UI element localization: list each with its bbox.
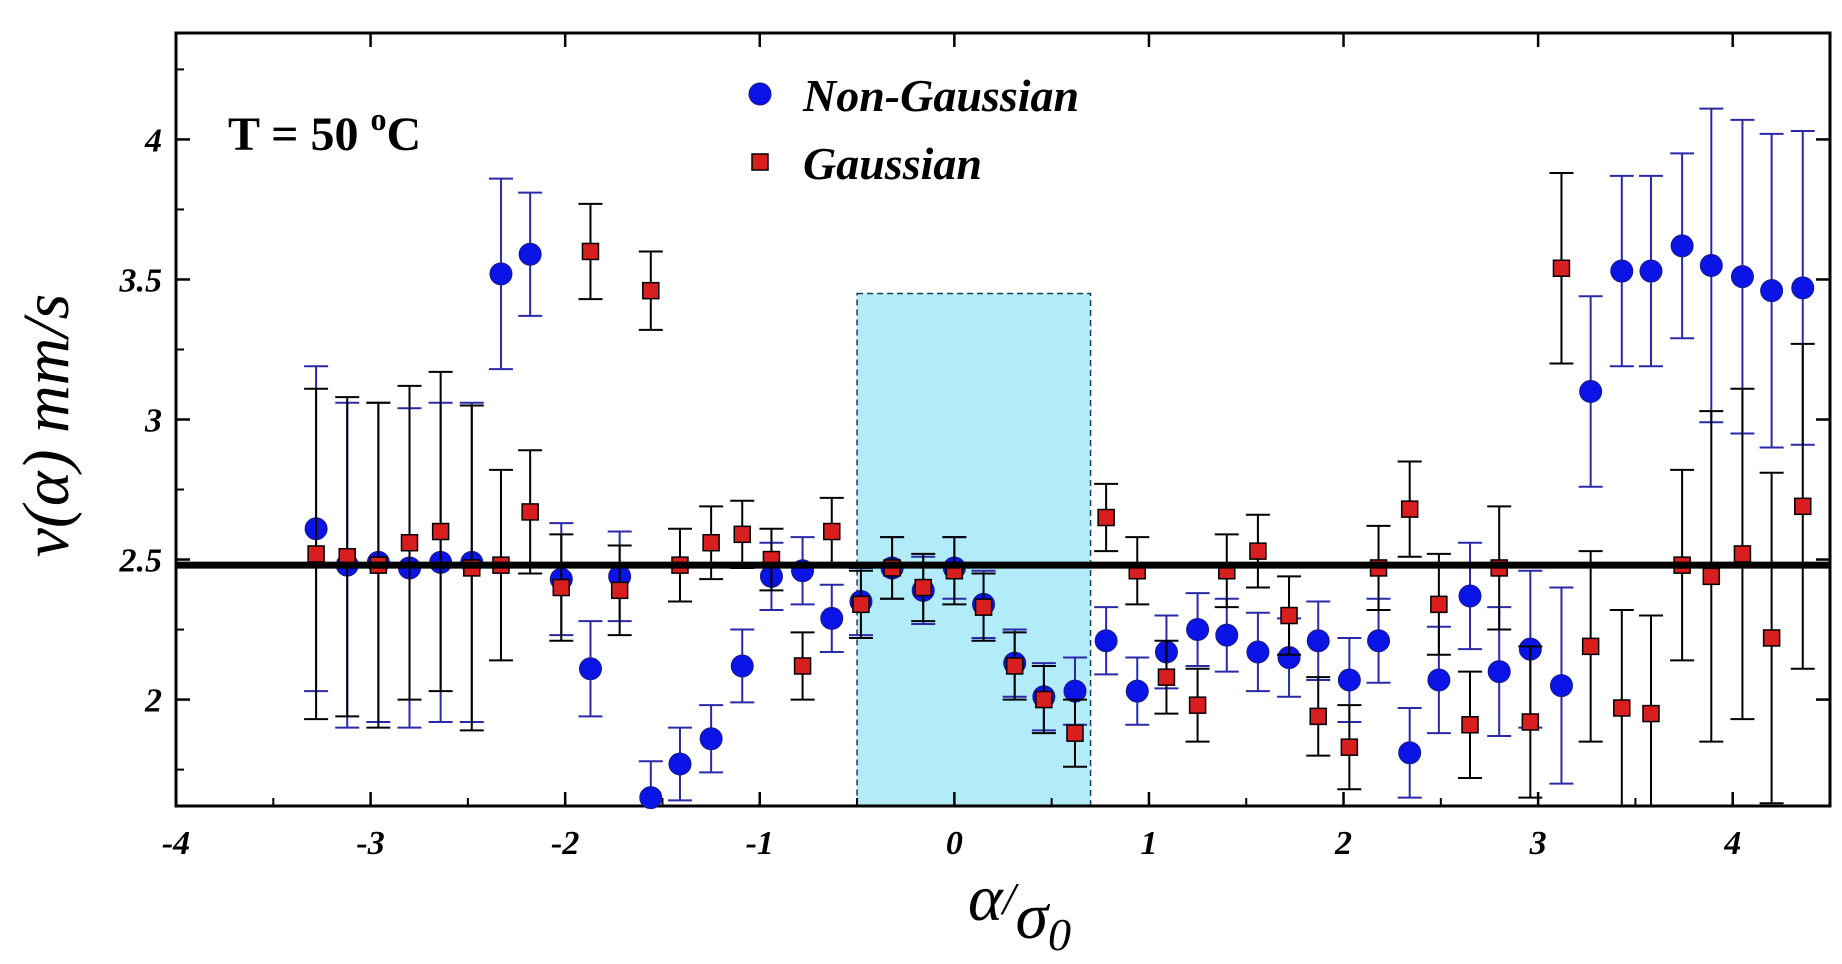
x-axis-label-slash: / xyxy=(1000,873,1020,924)
legend-marker-gaussian xyxy=(751,153,769,171)
data-point-non-gaussian xyxy=(1398,741,1422,765)
data-point-non-gaussian xyxy=(1458,584,1482,608)
data-point-gaussian xyxy=(1762,629,1781,647)
data-point-gaussian xyxy=(823,522,841,541)
data-point-gaussian xyxy=(1581,637,1600,656)
data-point-non-gaussian xyxy=(1549,674,1573,698)
data-point-non-gaussian xyxy=(1337,668,1361,692)
data-point-gaussian xyxy=(852,595,870,614)
data-point-gaussian xyxy=(1005,657,1024,675)
data-point-gaussian xyxy=(642,281,660,300)
data-point-non-gaussian xyxy=(1670,234,1694,258)
data-point-gaussian xyxy=(1340,738,1359,756)
y-tick-label: 3 xyxy=(144,403,162,440)
x-axis-label-alpha: α xyxy=(968,862,1004,935)
temperature-annotation: T = 50 oC xyxy=(228,101,421,161)
data-point-non-gaussian xyxy=(1215,623,1239,647)
x-tick-label: -2 xyxy=(551,825,579,862)
x-axis-ticks: -4 -3 -2 -1 0 1 2 3 4 xyxy=(162,33,1741,862)
data-point-non-gaussian xyxy=(668,752,692,776)
data-point-non-gaussian xyxy=(518,242,542,266)
data-point-non-gaussian xyxy=(1094,629,1118,653)
data-point-gaussian xyxy=(1430,595,1448,614)
legend: Non-Gaussian Gaussian xyxy=(748,70,1079,189)
data-point-gaussian xyxy=(1400,500,1419,518)
data-point-gaussian xyxy=(400,533,419,552)
data-point-gaussian xyxy=(1733,545,1752,563)
x-tick-label: 1 xyxy=(1140,825,1157,862)
data-point-gaussian xyxy=(1309,707,1327,726)
x-tick-label: 4 xyxy=(1723,825,1741,862)
data-point-non-gaussian xyxy=(1306,629,1330,653)
data-point-non-gaussian xyxy=(1791,276,1815,300)
annotation-base: T = 50 xyxy=(228,108,371,161)
data-point-gaussian xyxy=(1642,704,1660,723)
data-point-gaussian xyxy=(1188,696,1207,714)
data-point-gaussian xyxy=(793,657,812,675)
data-point-gaussian xyxy=(1552,259,1571,278)
y-tick-label: 2 xyxy=(144,683,162,720)
x-axis-label-subscript: 0 xyxy=(1048,909,1071,960)
data-point-gaussian xyxy=(1521,713,1540,731)
data-point-non-gaussian xyxy=(1487,660,1511,684)
y-axis-ticks: 2 2.5 3 3.5 4 xyxy=(119,68,1830,771)
data-point-non-gaussian xyxy=(1579,379,1603,403)
data-point-non-gaussian xyxy=(820,606,844,630)
shaded-region xyxy=(856,292,1092,807)
data-point-gaussian xyxy=(1613,699,1631,717)
y-tick-label: 3.5 xyxy=(119,262,163,299)
data-point-non-gaussian xyxy=(489,262,513,286)
data-point-non-gaussian xyxy=(1730,265,1754,289)
data-point-non-gaussian xyxy=(1367,629,1391,653)
data-point-non-gaussian xyxy=(730,654,754,678)
x-tick-label: -4 xyxy=(162,825,190,862)
data-point-gaussian xyxy=(702,533,720,552)
data-point-gaussian xyxy=(974,598,993,616)
data-point-gaussian xyxy=(610,581,629,600)
x-tick-label: 3 xyxy=(1529,825,1547,862)
x-axis-label-sigma: σ xyxy=(1015,880,1050,953)
x-tick-label: -1 xyxy=(746,825,774,862)
legend-label-gaussian: Gaussian xyxy=(803,138,982,189)
data-point-gaussian xyxy=(1066,724,1084,742)
data-point-non-gaussian xyxy=(1699,253,1723,277)
x-tick-label: 0 xyxy=(946,825,963,862)
data-point-gaussian xyxy=(1035,690,1053,709)
data-point-non-gaussian xyxy=(1186,618,1210,642)
data-point-non-gaussian xyxy=(1246,640,1270,664)
x-tick-label: 2 xyxy=(1334,825,1352,862)
data-point-gaussian xyxy=(1249,542,1267,560)
data-point-gaussian xyxy=(581,242,600,261)
data-point-gaussian xyxy=(1461,716,1479,734)
annotation-unit: C xyxy=(387,108,422,161)
data-point-non-gaussian xyxy=(699,727,723,751)
data-point-non-gaussian xyxy=(1639,259,1663,283)
y-axis-label: v(α) mm/s xyxy=(10,294,83,558)
data-point-non-gaussian xyxy=(639,786,663,810)
data-point-gaussian xyxy=(431,522,450,541)
data-point-non-gaussian xyxy=(578,657,602,681)
data-point-gaussian xyxy=(1702,567,1721,586)
y-tick-label: 2.5 xyxy=(119,543,163,580)
data-point-gaussian xyxy=(1280,606,1298,625)
data-point-non-gaussian xyxy=(1427,668,1451,692)
x-tick-label: -3 xyxy=(356,825,384,862)
data-point-gaussian xyxy=(1157,668,1176,686)
data-point-gaussian xyxy=(307,545,325,563)
data-point-gaussian xyxy=(733,525,752,544)
data-point-gaussian xyxy=(1097,508,1115,527)
x-axis-label: α/σ0 xyxy=(968,862,1071,960)
data-point-non-gaussian xyxy=(1610,259,1634,283)
legend-label-non-gaussian: Non-Gaussian xyxy=(802,70,1079,121)
annotation-degree: o xyxy=(371,101,387,137)
data-point-gaussian xyxy=(552,578,571,597)
data-point-non-gaussian xyxy=(1125,679,1149,703)
y-tick-label: 4 xyxy=(144,122,162,159)
data-point-non-gaussian xyxy=(1760,279,1784,303)
data-point-gaussian xyxy=(1794,497,1812,516)
data-point-gaussian xyxy=(914,578,932,597)
data-point-gaussian xyxy=(521,503,539,521)
legend-marker-non-gaussian xyxy=(748,82,772,106)
